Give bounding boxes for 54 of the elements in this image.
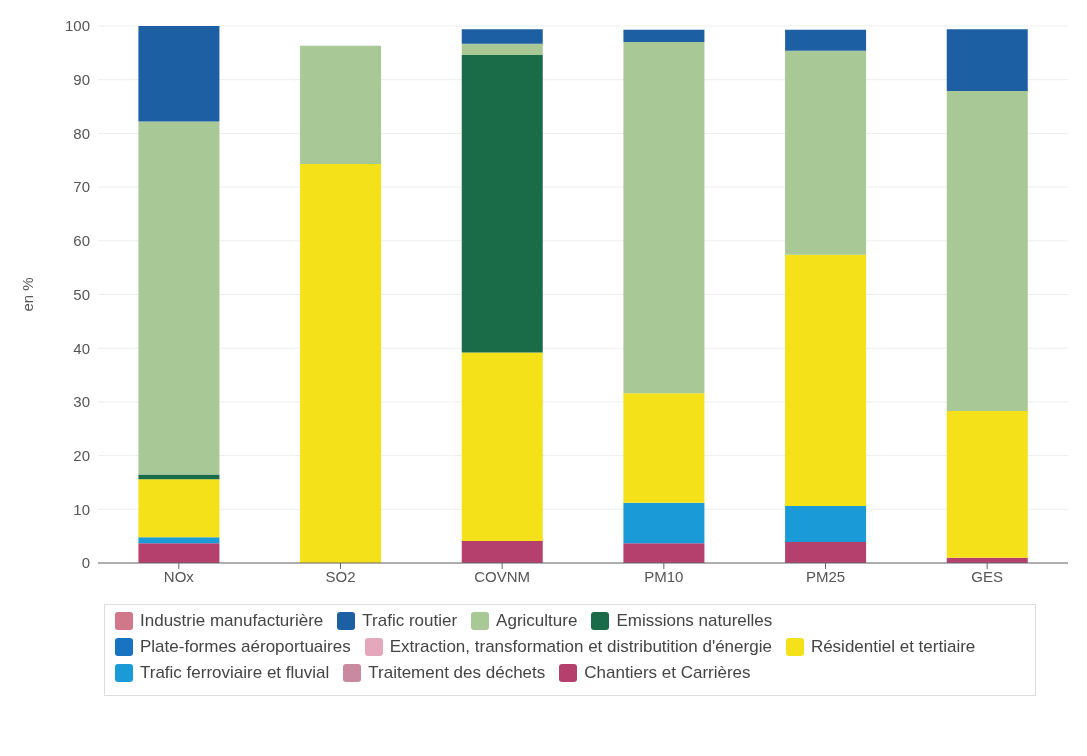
y-tick-label: 40 xyxy=(73,339,90,357)
bar xyxy=(623,502,705,544)
x-tick-label: GES xyxy=(971,567,1004,585)
legend-label: Résidentiel et tertiaire xyxy=(810,637,976,657)
legend-label: Plate-formes aéroportuaires xyxy=(140,637,351,657)
bar xyxy=(461,352,543,541)
x-tick-label: PM25 xyxy=(805,567,846,585)
legend-label: Trafic ferroviaire et fluvial xyxy=(140,663,330,683)
legend-label: Emissions naturelles xyxy=(616,611,773,631)
bar xyxy=(785,506,867,543)
bar xyxy=(138,537,220,544)
bar xyxy=(785,50,867,255)
bar xyxy=(623,29,705,43)
bar xyxy=(461,43,543,55)
y-axis-title: en % xyxy=(19,277,37,312)
bar xyxy=(300,164,382,563)
y-tick-label: 60 xyxy=(73,232,90,250)
x-tick-label: NOx xyxy=(163,567,195,585)
bar xyxy=(946,29,1028,91)
bar xyxy=(138,479,220,538)
y-tick-label: 30 xyxy=(73,393,90,411)
x-tick-label: COVNM xyxy=(474,567,531,585)
y-tick-label: 10 xyxy=(73,500,90,518)
y-tick-label: 80 xyxy=(73,124,90,142)
bar xyxy=(138,26,220,122)
y-tick-label: 90 xyxy=(73,71,90,89)
bar xyxy=(623,393,705,503)
y-tick-label: 20 xyxy=(73,446,90,464)
bar xyxy=(461,29,543,44)
legend-label: Trafic routier xyxy=(362,611,458,631)
bar xyxy=(138,121,220,475)
bar xyxy=(461,540,543,563)
y-tick-label: 50 xyxy=(73,285,90,303)
legend-label: Agriculture xyxy=(496,611,578,631)
legend-label: Extraction, transformation et distributition d'énergie xyxy=(389,637,772,657)
x-tick-label: SO2 xyxy=(325,567,356,585)
legend-label: Traitement des déchets xyxy=(368,663,546,683)
bar xyxy=(623,42,705,394)
y-tick-label: 70 xyxy=(73,178,90,196)
bar xyxy=(785,254,867,507)
bar xyxy=(946,411,1028,558)
bar xyxy=(138,474,220,480)
bar xyxy=(785,29,867,51)
bar xyxy=(461,55,543,353)
y-tick-label: 0 xyxy=(81,554,90,572)
legend-label: Industrie manufacturière xyxy=(140,611,324,631)
legend-label: Chantiers et Carrières xyxy=(584,663,751,683)
x-tick-label: PM10 xyxy=(644,567,684,585)
bar xyxy=(138,543,220,563)
bar xyxy=(623,543,705,563)
bar xyxy=(946,90,1028,412)
y-tick-label: 100 xyxy=(64,17,90,35)
bar xyxy=(300,45,382,165)
bar xyxy=(785,542,867,563)
